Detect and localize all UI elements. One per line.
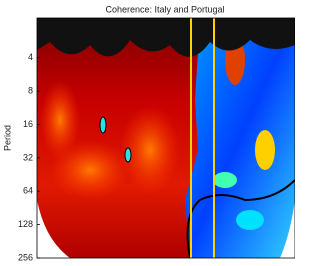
chart: Coherence: Italy and Portugal Period 4 8 1… <box>0 0 295 266</box>
y-axis-label: Period <box>2 125 12 151</box>
y-tick-label: 128 <box>18 219 33 229</box>
coherence-field <box>37 18 295 258</box>
y-tick-label: 8 <box>28 86 33 96</box>
y-tick-label: 256 <box>18 252 33 262</box>
chart-title: Coherence: Italy and Portugal <box>105 4 224 14</box>
y-tick-label: 4 <box>28 52 33 62</box>
y-tick-label: 64 <box>23 186 33 196</box>
y-tick-label: 16 <box>23 119 33 129</box>
y-tick-label: 32 <box>23 152 33 162</box>
